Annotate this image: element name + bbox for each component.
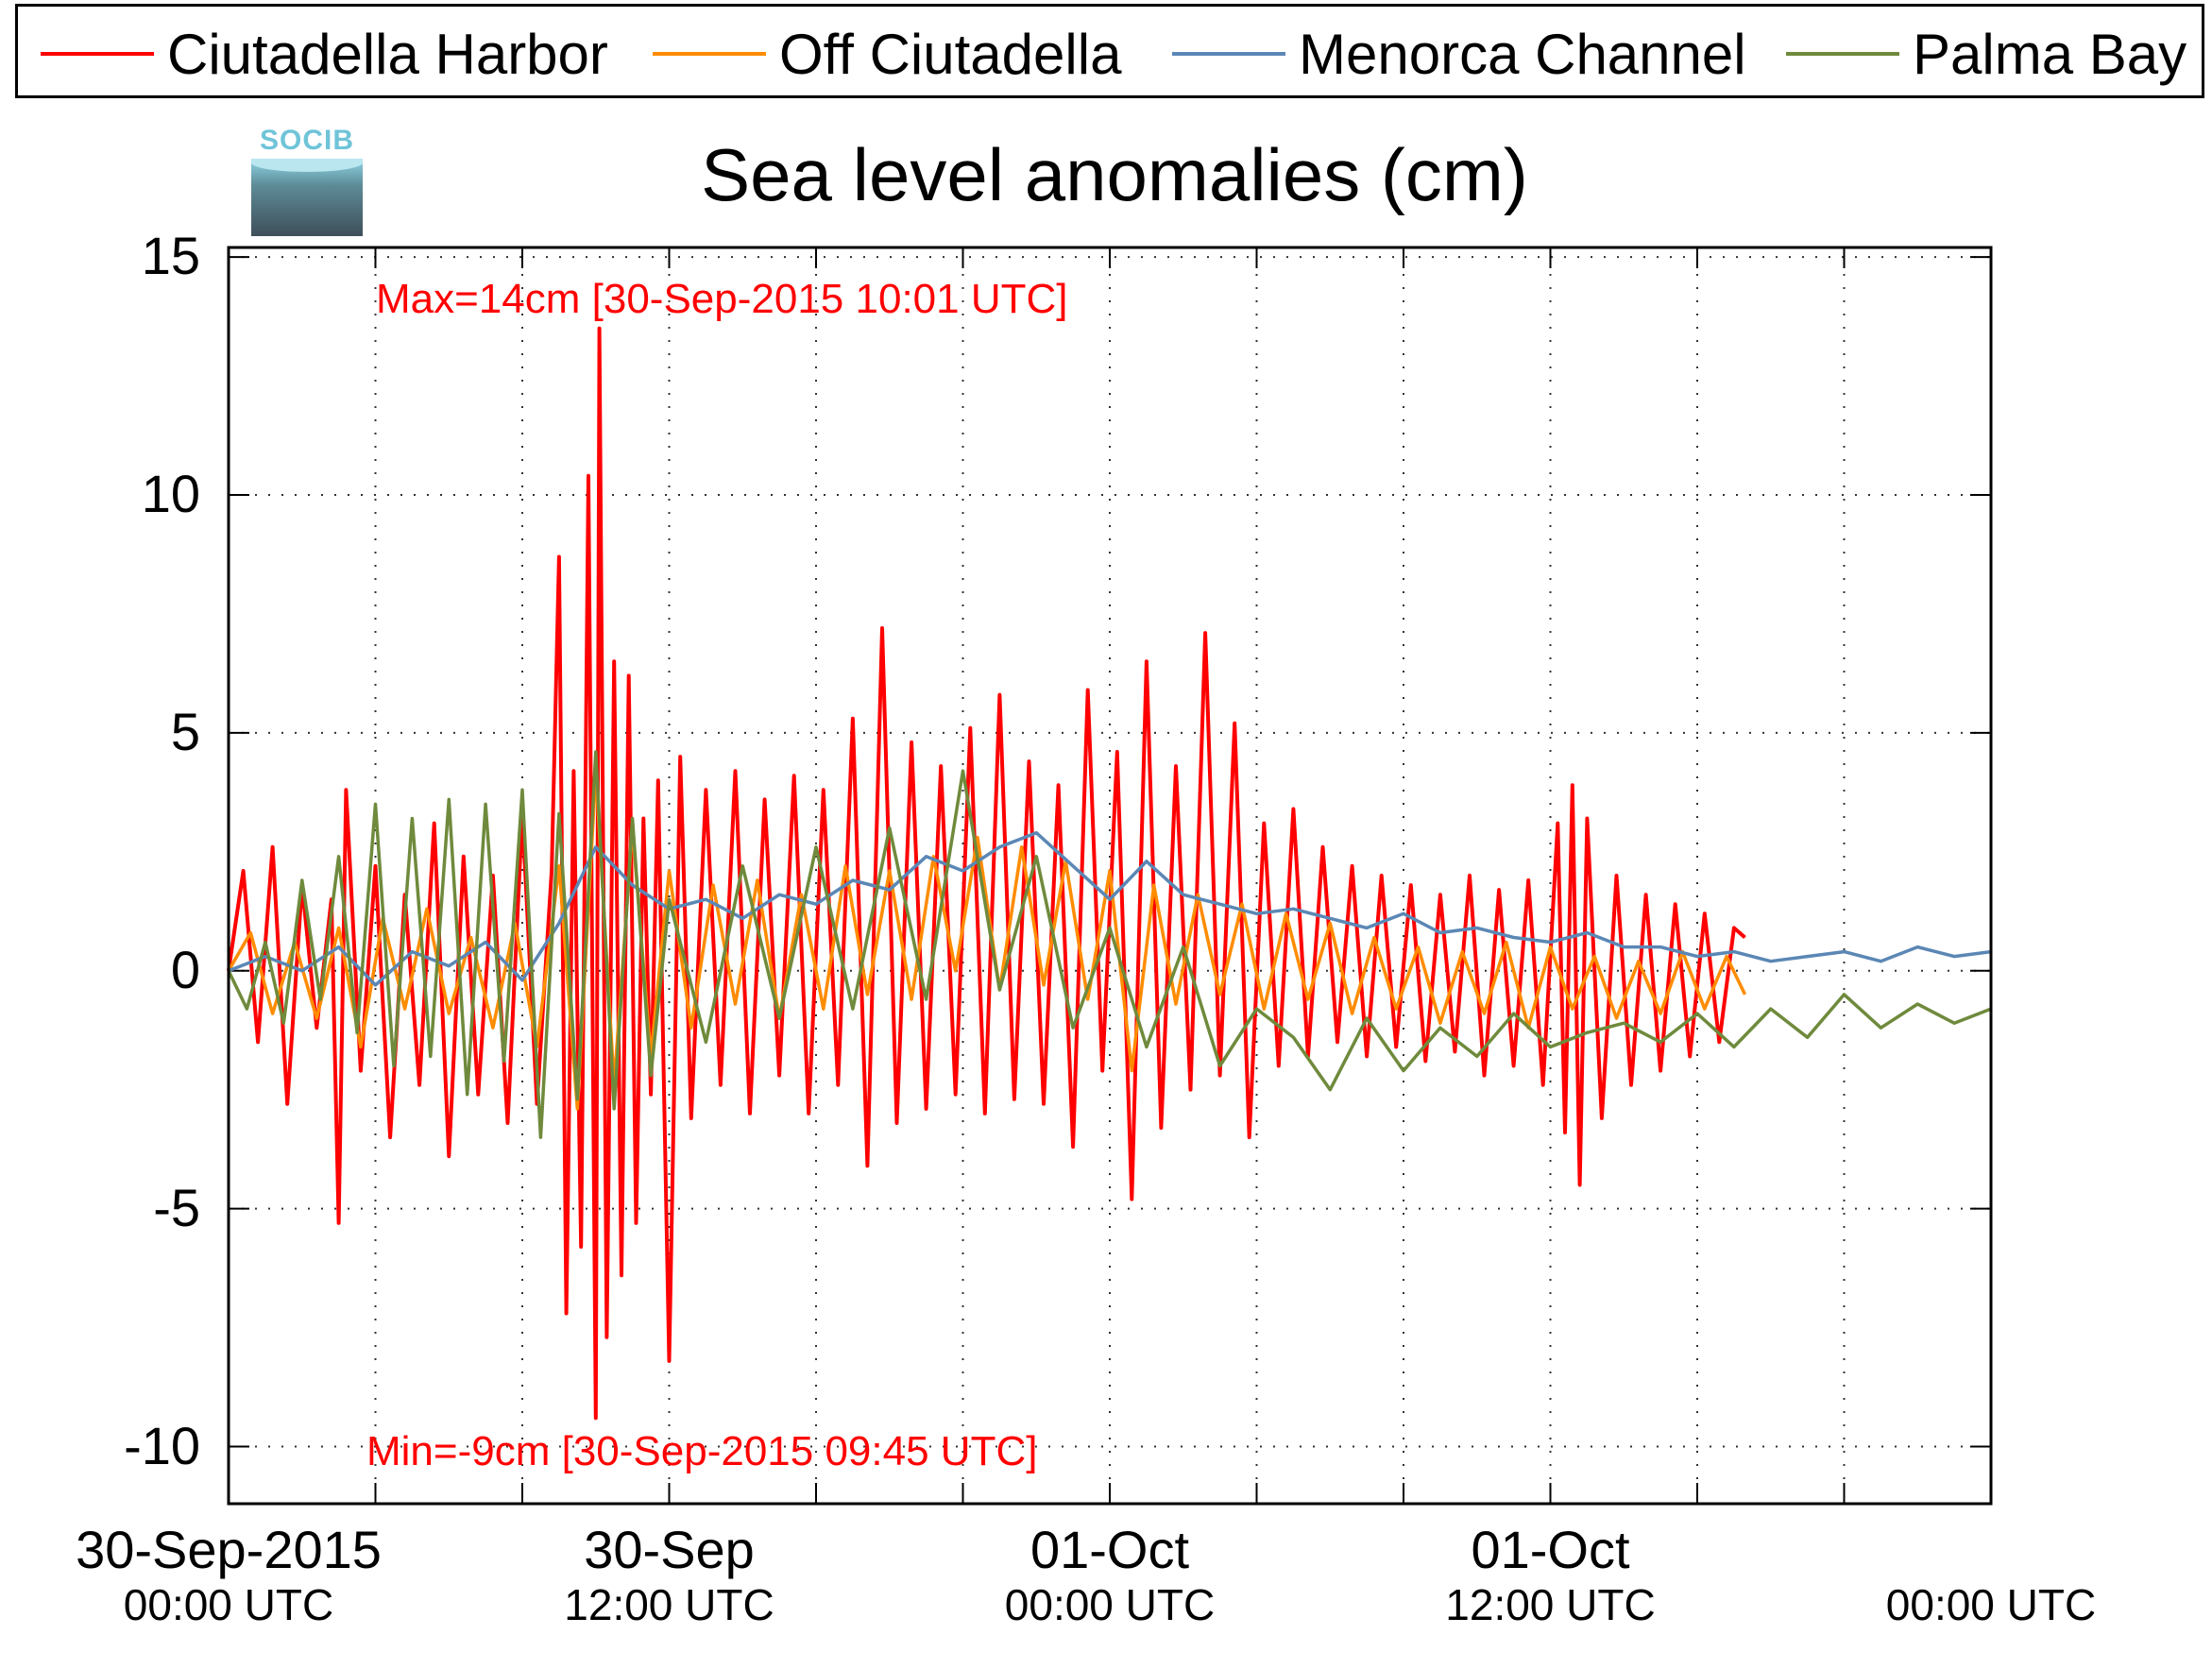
y-tick-label: 0 xyxy=(170,939,200,999)
x-tick-sublabel: 00:00 UTC xyxy=(1885,1580,2097,1629)
x-tick-sublabel: 12:00 UTC xyxy=(564,1580,774,1629)
legend-swatch-ciutadella-harbor xyxy=(41,52,154,56)
x-tick-label: 01-Oct xyxy=(1029,1520,1190,1579)
y-tick-label: 15 xyxy=(141,226,200,286)
legend: Ciutadella Harbor Off Ciutadella Menorca… xyxy=(15,4,2204,98)
chart-title: Sea level anomalies (cm) xyxy=(701,133,1528,216)
legend-label-ciutadella-harbor: Ciutadella Harbor xyxy=(167,22,608,86)
plot-frame xyxy=(227,246,1993,1506)
legend-swatch-palma-bay xyxy=(1786,52,1899,56)
y-tick-label: 5 xyxy=(170,701,200,761)
series-line-menorca-channel xyxy=(228,830,1992,987)
legend-label-menorca-channel: Menorca Channel xyxy=(1299,22,1746,86)
legend-item-ciutadella-harbor: Ciutadella Harbor xyxy=(41,7,608,101)
legend-item-menorca-channel: Menorca Channel xyxy=(1172,7,1746,101)
legend-item-palma-bay: Palma Bay xyxy=(1786,7,2186,101)
x-tick-sublabel: 12:00 UTC xyxy=(1445,1580,1656,1629)
y-tick-label: 10 xyxy=(141,463,200,523)
x-tick-sublabel: 00:00 UTC xyxy=(123,1580,334,1629)
logo-wave xyxy=(251,159,363,172)
y-tick-label: -10 xyxy=(124,1415,200,1475)
legend-swatch-off-ciutadella xyxy=(653,52,766,56)
logo-text: SOCIB xyxy=(259,125,354,156)
x-tick-sublabel: 00:00 UTC xyxy=(1004,1580,1216,1629)
x-tick-label: 01-Oct xyxy=(1471,1520,1630,1579)
legend-item-off-ciutadella: Off Ciutadella xyxy=(653,7,1121,101)
series-line-ciutadella-harbor xyxy=(227,326,1746,1421)
legend-label-palma-bay: Palma Bay xyxy=(1913,22,2187,86)
legend-label-off-ciutadella: Off Ciutadella xyxy=(779,22,1122,86)
series-line-palma-bay xyxy=(227,750,1992,1139)
socib-logo: SOCIB xyxy=(251,125,363,236)
y-tick-label: -5 xyxy=(153,1177,200,1237)
legend-swatch-menorca-channel xyxy=(1172,52,1285,56)
x-tick-label: 30-Sep xyxy=(584,1520,755,1579)
series-line-off-ciutadella xyxy=(227,769,1747,1111)
max-annotation: Max=14cm [30-Sep-2015 10:01 UTC] xyxy=(376,276,1068,322)
min-annotation: Min=-9cm [30-Sep-2015 09:45 UTC] xyxy=(366,1428,1038,1474)
x-tick-label: 30-Sep-2015 xyxy=(76,1520,382,1579)
